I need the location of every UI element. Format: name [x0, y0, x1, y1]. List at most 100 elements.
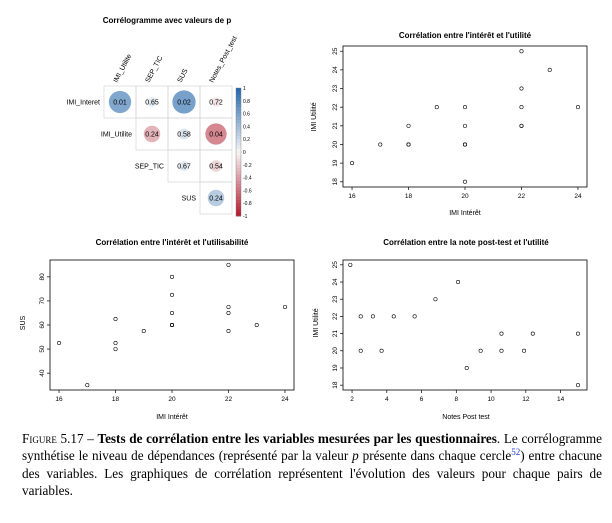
caption-bold: Tests de corrélation entre les variables…: [97, 431, 497, 446]
y-tick-label: 19: [332, 159, 339, 167]
colorbar-segment: [236, 91, 241, 95]
data-point: [462, 105, 467, 110]
colorbar-tick: -0.4: [243, 176, 252, 182]
correlogram-pvalue: 0.72: [209, 100, 223, 107]
colorbar-segment: [236, 203, 241, 207]
colorbar-segment: [236, 94, 241, 98]
data-point: [391, 314, 396, 319]
colorbar-segment: [236, 209, 241, 214]
data-point: [378, 142, 383, 147]
correlogram-circle: [205, 123, 227, 145]
col-label: SUS: [177, 68, 190, 84]
row-label: SEP_TIC: [135, 164, 164, 171]
colorbar-segment: [236, 158, 241, 162]
correlogram-circle: [207, 189, 225, 207]
x-tick-label: 14: [557, 396, 565, 403]
correlogram-circle: [172, 90, 196, 114]
colorbar-segment: [236, 148, 241, 153]
y-tick-label: 18: [332, 178, 339, 186]
y-tick-label: 25: [332, 261, 339, 269]
y-tick-label: 22: [332, 312, 339, 320]
colorbar-tick: 0.4: [243, 124, 250, 130]
x-tick-label: 22: [225, 396, 233, 403]
colorbar-segment: [236, 212, 241, 217]
colorbar-tick: -0.2: [243, 163, 252, 169]
data-point: [113, 347, 118, 352]
correlogram-circle: [179, 161, 189, 171]
correlogram-circle: [108, 90, 132, 114]
data-point: [575, 105, 580, 110]
colorbar-segment: [236, 161, 241, 166]
x-tick-label: 24: [574, 193, 582, 200]
correlogram-circle: [210, 160, 222, 172]
data-point: [519, 86, 524, 91]
x-tick-label: 20: [461, 193, 469, 200]
data-point: [456, 280, 461, 285]
correlogram-cell: [199, 181, 233, 215]
data-point: [462, 179, 467, 184]
colorbar-segment: [236, 100, 241, 105]
correlogram-pvalue: 0.24: [209, 196, 223, 203]
colorbar-segment: [236, 116, 241, 121]
x-tick-label: 6: [420, 396, 424, 403]
row-label: IMI_Interet: [67, 100, 101, 107]
colorbar-segment: [236, 142, 241, 146]
data-point: [499, 348, 504, 353]
x-tick-label: 10: [487, 396, 495, 403]
x-tick-label: 2: [350, 396, 354, 403]
correlogram-circle: [147, 97, 157, 107]
data-point: [547, 67, 552, 72]
data-point: [141, 329, 146, 334]
colorbar-segment: [236, 200, 241, 204]
y-tick-label: 20: [332, 140, 339, 148]
y-tick-label: 80: [39, 273, 46, 281]
data-point: [226, 329, 231, 334]
scatter1-title: Corrélation entre l'intérêt et l'utilité: [399, 31, 532, 40]
x-tick-label: 24: [281, 396, 289, 403]
data-point: [462, 142, 467, 147]
data-point: [519, 49, 524, 54]
row-label: SUS: [182, 196, 197, 203]
colorbar-segment: [236, 174, 241, 178]
colorbar-segment: [236, 177, 241, 182]
scatter2-title: Corrélation entre l'intérêt et l'utilisa…: [96, 238, 249, 247]
data-point: [530, 331, 535, 336]
data-point: [519, 123, 524, 128]
caption-text1: . Le corrélogramme synthétise le niveau …: [22, 431, 602, 464]
colorbar-segment: [236, 155, 241, 159]
correlogram-pvalue: 0.54: [209, 164, 223, 171]
data-point: [522, 348, 527, 353]
col-label: SEP_TIC: [145, 55, 165, 84]
col-label: IMI_Utilite: [113, 53, 134, 84]
colorbar-segment: [236, 193, 241, 198]
colorbar-segment: [236, 110, 241, 114]
colorbar-segment: [236, 164, 241, 169]
y-tick-label: 18: [332, 381, 339, 389]
caption-text3: ) entre chacune des variables. Les graph…: [22, 448, 602, 499]
correlogram-pvalue: 0.02: [177, 100, 191, 107]
caption-text2: présente dans chaque cercle: [358, 448, 512, 464]
data-point: [170, 292, 175, 297]
scatter2-ylabel: SUS: [20, 315, 27, 330]
colorbar-tick: -0.8: [243, 201, 252, 207]
colorbar-tick: 1: [243, 86, 246, 92]
correlogram-title: Corrélogramme avec valeurs de p: [103, 16, 232, 25]
data-point: [282, 304, 287, 309]
colorbar-tick: -0.6: [243, 188, 252, 194]
y-tick-label: 22: [332, 103, 339, 111]
y-tick-label: 20: [332, 347, 339, 355]
data-point: [379, 348, 384, 353]
y-tick-label: 23: [332, 295, 339, 303]
y-tick-label: 50: [39, 345, 46, 353]
data-point: [434, 105, 439, 110]
data-point: [113, 316, 118, 321]
colorbar-segment: [236, 206, 241, 210]
data-point: [113, 341, 118, 346]
colorbar-segment: [236, 126, 241, 130]
scatter2-xlabel: IMI Intérêt: [156, 414, 188, 421]
x-tick-label: 18: [405, 193, 413, 200]
colorbar-segment: [236, 139, 241, 143]
data-point: [370, 314, 375, 319]
scatter3-title: Corrélation entre la note post-test et l…: [383, 238, 549, 247]
data-point: [412, 314, 417, 319]
